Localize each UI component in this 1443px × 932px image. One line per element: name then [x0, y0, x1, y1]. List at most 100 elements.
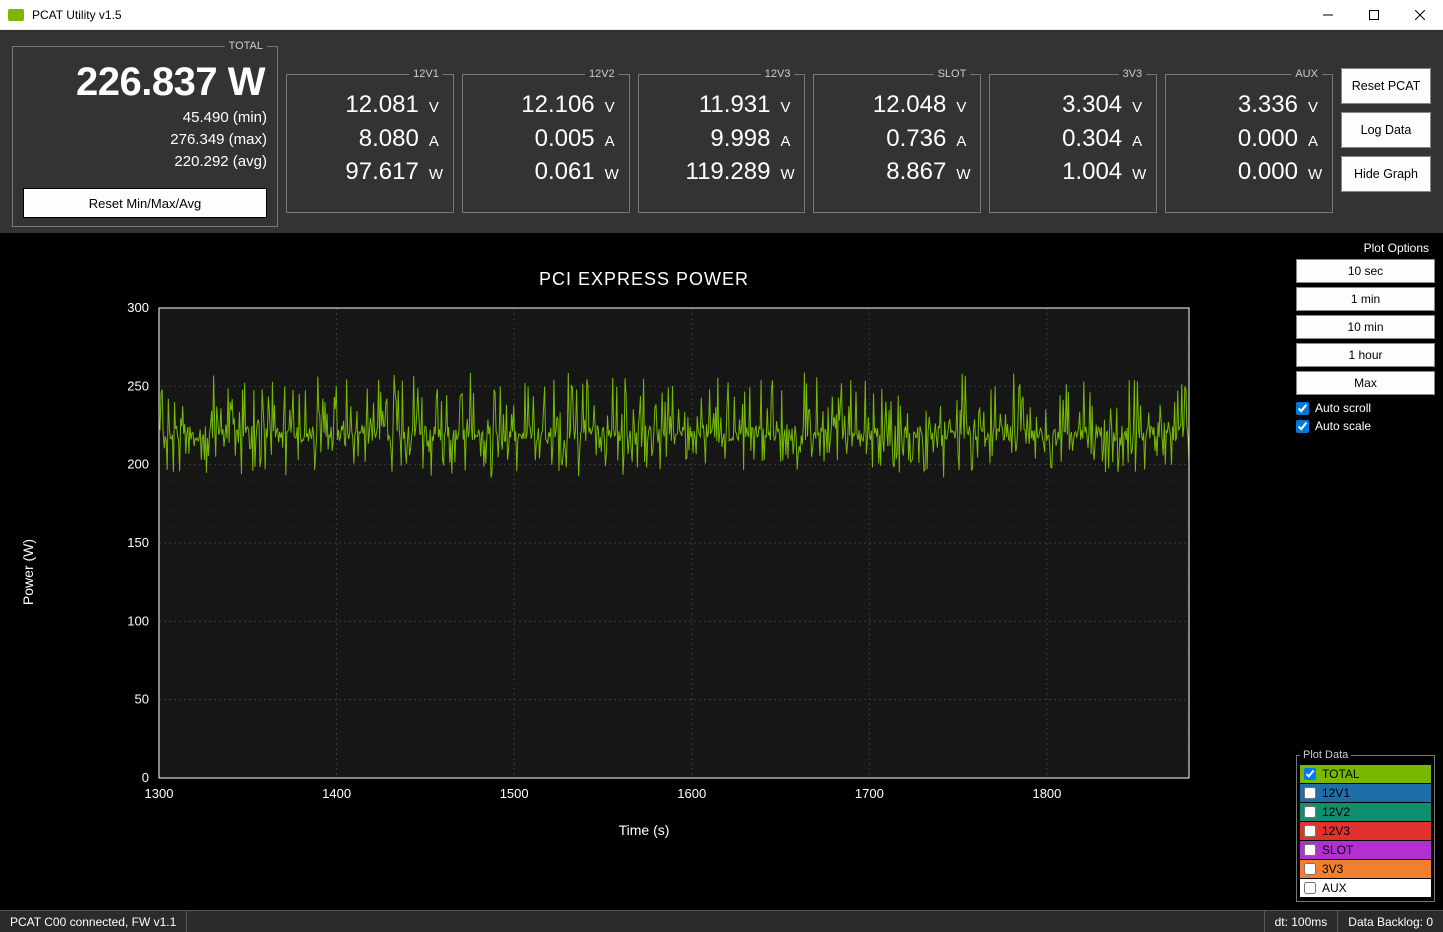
timebase-button-1-min[interactable]: 1 min: [1296, 287, 1435, 311]
close-button[interactable]: [1397, 0, 1443, 30]
legend-label: SLOT: [1322, 843, 1353, 857]
rail-current: 8.080: [359, 122, 419, 156]
legend-label: 12V1: [1322, 786, 1350, 800]
total-box: TOTAL 226.837 W 45.490 (min) 276.349 (ma…: [12, 40, 278, 227]
rail-box-12v1: 12V112.081V8.080A97.617W: [286, 68, 454, 213]
legend-item-3v3[interactable]: 3V3: [1300, 860, 1431, 878]
rail-current: 0.304: [1062, 122, 1122, 156]
timebase-button-1-hour[interactable]: 1 hour: [1296, 343, 1435, 367]
rail-legend: 12V1: [409, 68, 443, 80]
reset-minmaxavg-button[interactable]: Reset Min/Max/Avg: [23, 188, 267, 218]
svg-text:200: 200: [127, 457, 149, 472]
rail-current: 9.998: [710, 122, 770, 156]
timebase-button-10-min[interactable]: 10 min: [1296, 315, 1435, 339]
timebase-button-max[interactable]: Max: [1296, 371, 1435, 395]
legend-checkbox[interactable]: [1304, 882, 1316, 894]
statusbar: PCAT C00 connected, FW v1.1 dt: 100ms Da…: [0, 910, 1443, 932]
log-data-button[interactable]: Log Data: [1341, 112, 1431, 148]
legend-checkbox[interactable]: [1304, 844, 1316, 856]
rail-box-12v3: 12V311.931V9.998A119.289W: [638, 68, 806, 213]
rail-legend: 12V2: [585, 68, 619, 80]
legend-label: 12V2: [1322, 805, 1350, 819]
svg-text:250: 250: [127, 379, 149, 394]
legend-checkbox[interactable]: [1304, 787, 1316, 799]
window-title: PCAT Utility v1.5: [32, 8, 1305, 22]
rail-current: 0.000: [1238, 122, 1298, 156]
chart-xlabel: Time (s): [0, 822, 1288, 838]
legend-label: AUX: [1322, 881, 1347, 895]
svg-text:100: 100: [127, 614, 149, 629]
rail-legend: 12V3: [761, 68, 795, 80]
legend-item-slot[interactable]: SLOT: [1300, 841, 1431, 859]
total-min: 45.490 (min): [23, 107, 267, 129]
legend-label: 12V3: [1322, 824, 1350, 838]
svg-text:1400: 1400: [322, 786, 351, 801]
svg-text:150: 150: [127, 535, 149, 550]
total-power-value: 226.837 W: [23, 60, 267, 105]
titlebar: PCAT Utility v1.5: [0, 0, 1443, 30]
legend-checkbox[interactable]: [1304, 768, 1316, 780]
svg-text:50: 50: [135, 692, 149, 707]
legend-checkbox[interactable]: [1304, 863, 1316, 875]
legend-checkbox[interactable]: [1304, 825, 1316, 837]
rail-power: 97.617: [345, 155, 418, 189]
svg-text:300: 300: [127, 300, 149, 315]
rail-voltage: 3.304: [1062, 88, 1122, 122]
legend-item-12v1[interactable]: 12V1: [1300, 784, 1431, 802]
power-chart: 0501001502002503001300140015001600170018…: [89, 298, 1199, 818]
rail-power: 119.289: [686, 155, 771, 189]
auto-scale-toggle[interactable]: Auto scale: [1296, 419, 1435, 433]
reset-pcat-button[interactable]: Reset PCAT: [1341, 68, 1431, 104]
rail-voltage: 11.931: [699, 88, 771, 122]
total-max: 276.349 (max): [23, 129, 267, 151]
app-body: TOTAL 226.837 W 45.490 (min) 276.349 (ma…: [0, 30, 1443, 932]
rail-voltage: 12.048: [873, 88, 946, 122]
legend-item-12v2[interactable]: 12V2: [1300, 803, 1431, 821]
rail-box-aux: AUX3.336V0.000A0.000W: [1165, 68, 1333, 213]
plot-data-legend: Plot Data: [1300, 749, 1351, 761]
rail-power: 8.867: [886, 155, 946, 189]
rail-row: 12V112.081V8.080A97.617W12V212.106V0.005…: [286, 68, 1333, 213]
status-connection: PCAT C00 connected, FW v1.1: [0, 911, 187, 932]
auto-scroll-checkbox[interactable]: [1296, 402, 1309, 415]
legend-item-12v3[interactable]: 12V3: [1300, 822, 1431, 840]
legend-label: TOTAL: [1322, 767, 1360, 781]
maximize-button[interactable]: [1351, 0, 1397, 30]
plot-data-box: Plot Data TOTAL 12V1 12V2 12V3 SLOT 3V3 …: [1296, 749, 1435, 902]
app-logo-icon: [8, 9, 24, 21]
auto-scroll-label: Auto scroll: [1315, 401, 1371, 415]
svg-text:1700: 1700: [855, 786, 884, 801]
total-legend: TOTAL: [225, 40, 267, 52]
status-dt: dt: 100ms: [1265, 911, 1339, 932]
rail-current: 0.005: [535, 122, 595, 156]
auto-scale-label: Auto scale: [1315, 419, 1371, 433]
rail-voltage: 12.106: [521, 88, 594, 122]
plot-options-header: Plot Options: [1296, 241, 1435, 255]
legend-checkbox[interactable]: [1304, 806, 1316, 818]
rail-current: 0.736: [886, 122, 946, 156]
rail-box-slot: SLOT12.048V0.736A8.867W: [813, 68, 981, 213]
timebase-button-10-sec[interactable]: 10 sec: [1296, 259, 1435, 283]
rail-power: 0.061: [535, 155, 595, 189]
svg-text:1800: 1800: [1032, 786, 1061, 801]
rail-voltage: 3.336: [1238, 88, 1298, 122]
rail-legend: SLOT: [934, 68, 971, 80]
status-backlog: Data Backlog: 0: [1338, 911, 1443, 932]
minimize-button[interactable]: [1305, 0, 1351, 30]
hide-graph-button[interactable]: Hide Graph: [1341, 156, 1431, 192]
total-avg: 220.292 (avg): [23, 151, 267, 173]
svg-text:0: 0: [142, 770, 149, 785]
auto-scroll-toggle[interactable]: Auto scroll: [1296, 401, 1435, 415]
rail-box-3v3: 3V33.304V0.304A1.004W: [989, 68, 1157, 213]
chart-area: PCI EXPRESS POWER Power (W) 050100150200…: [0, 233, 1443, 910]
auto-scale-checkbox[interactable]: [1296, 420, 1309, 433]
plot-sidebar: Plot Options 10 sec1 min10 min1 hourMax …: [1288, 233, 1443, 910]
chart-wrap: PCI EXPRESS POWER Power (W) 050100150200…: [0, 233, 1288, 910]
rail-power: 1.004: [1062, 155, 1122, 189]
legend-item-aux[interactable]: AUX: [1300, 879, 1431, 897]
rail-power: 0.000: [1238, 155, 1298, 189]
chart-ylabel: Power (W): [20, 539, 36, 605]
legend-item-total[interactable]: TOTAL: [1300, 765, 1431, 783]
svg-text:1300: 1300: [145, 786, 174, 801]
svg-text:1600: 1600: [677, 786, 706, 801]
